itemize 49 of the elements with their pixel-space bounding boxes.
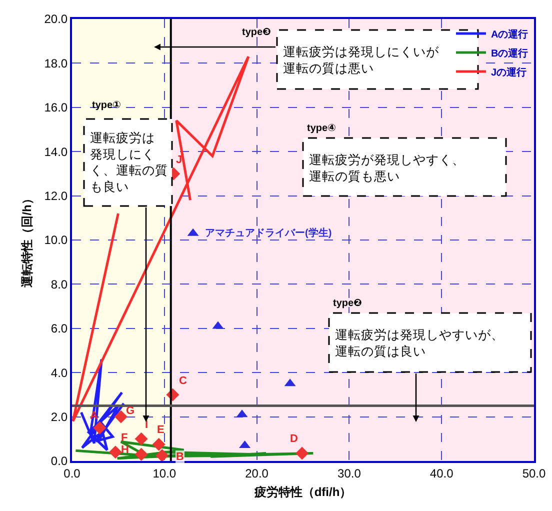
annotation: 運転疲労が発現しやすく、運転の質も悪い [309, 152, 465, 184]
annotation: G [126, 405, 135, 417]
point [152, 438, 166, 451]
x-tick-label: 20.0 [245, 466, 269, 480]
legend-label: Jの運行 [491, 66, 527, 78]
x-tick-label: 30.0 [338, 466, 362, 480]
annotation: E [157, 424, 164, 436]
annotation: J [176, 154, 182, 166]
annotation: I [145, 419, 148, 431]
y-tick-label: 12.0 [44, 189, 68, 203]
x-tick-label: 10.0 [152, 466, 176, 480]
y-tick-label: 16.0 [44, 100, 68, 115]
y-tick-label: 4.0 [50, 366, 68, 380]
point [108, 446, 122, 459]
annotation: 運転疲労は発現しにくく、運転の質も良い [90, 130, 168, 194]
y-tick-label: 6.0 [50, 322, 68, 336]
annotation: C [179, 375, 187, 387]
point [156, 448, 169, 461]
y-tick-label: 10.0 [44, 233, 68, 248]
annotation: H [121, 444, 129, 456]
annotation: 運転疲労は発現しやすいが、運転の質は良い [335, 327, 504, 358]
annotation: A [90, 410, 98, 422]
annotation: F [121, 432, 128, 444]
y-tick-label: 0.0 [50, 454, 68, 468]
legend-label: Bの運行 [491, 47, 528, 60]
y-tick-label: 14.0 [44, 144, 68, 159]
legend-label: Aの運行 [491, 28, 528, 40]
y-tick-label: 18.0 [44, 56, 68, 70]
point [114, 410, 128, 424]
y-tick-label: 20.0 [44, 12, 68, 26]
x-tick-label: 50.0 [522, 466, 546, 480]
x-axis-title: 疲労特性（dfi/h） [253, 484, 352, 499]
x-tick-label: 40.0 [430, 466, 454, 480]
y-tick-label: 8.0 [50, 277, 68, 292]
point [296, 446, 309, 460]
annotation: D [290, 433, 298, 445]
point [134, 448, 148, 461]
annotation: type① [92, 100, 122, 111]
y-axis-title: 運転特性（回/h） [20, 192, 34, 288]
x-tick-label: 0.0 [64, 466, 81, 480]
annotation: 運転疲労は発現しにくいが運転の質は悪い [283, 44, 440, 76]
annotation: B [176, 451, 184, 463]
annotation: type④ [307, 123, 336, 134]
point [134, 432, 148, 446]
annotation: type❷ [333, 298, 362, 309]
annotation: type❸ [242, 27, 272, 38]
point [93, 421, 106, 434]
series-label: アマチュアドライバー(学生) [205, 227, 332, 239]
y-tick-label: 2.0 [50, 410, 68, 424]
